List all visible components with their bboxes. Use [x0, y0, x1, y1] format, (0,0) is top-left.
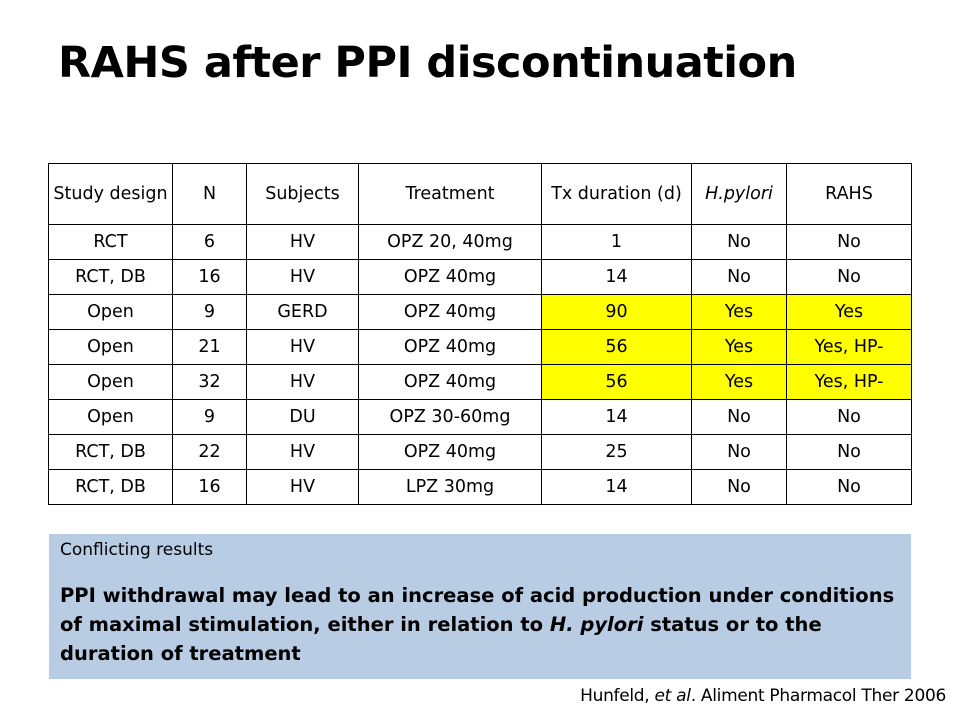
cell-h-pylori: No: [691, 224, 787, 260]
cell-h-pylori-highlighted: Yes: [691, 364, 787, 400]
cell-h-pylori-highlighted: Yes: [691, 294, 787, 330]
cell-h-pylori: No: [691, 434, 787, 470]
cell-treatment: OPZ 40mg: [358, 259, 542, 295]
citation-etal: et al: [654, 686, 691, 706]
cell-rahs-highlighted: Yes, HP-: [786, 329, 912, 365]
cell-tx-duration: 14: [541, 259, 692, 295]
cell-study-design: RCT, DB: [48, 469, 173, 505]
header-h-pylori: H.pylori: [691, 163, 787, 225]
cell-subjects: GERD: [246, 294, 359, 330]
conclusion-box: Conflicting results PPI withdrawal may l…: [49, 534, 911, 679]
cell-n: 16: [172, 259, 247, 295]
cell-h-pylori: No: [691, 469, 787, 505]
cell-subjects: DU: [246, 399, 359, 435]
cell-rahs-highlighted: Yes, HP-: [786, 364, 912, 400]
cell-h-pylori: No: [691, 399, 787, 435]
slide-title: RAHS after PPI discontinuation: [58, 38, 797, 88]
cell-treatment: OPZ 40mg: [358, 364, 542, 400]
table-row: Open 9 GERD OPZ 40mg 90 Yes Yes: [48, 294, 912, 330]
citation-author: Hunfeld,: [580, 686, 655, 706]
cell-subjects: HV: [246, 224, 359, 260]
citation: Hunfeld, et al. Aliment Pharmacol Ther 2…: [580, 686, 946, 706]
conclusion-text-italic: H. pylori: [549, 613, 644, 636]
cell-study-design: RCT, DB: [48, 259, 173, 295]
cell-tx-duration-highlighted: 90: [541, 294, 692, 330]
cell-tx-duration: 14: [541, 469, 692, 505]
cell-h-pylori: No: [691, 259, 787, 295]
cell-subjects: HV: [246, 364, 359, 400]
header-tx-duration: Tx duration (d): [541, 163, 692, 225]
cell-study-design: Open: [48, 364, 173, 400]
cell-n: 16: [172, 469, 247, 505]
cell-n: 32: [172, 364, 247, 400]
cell-treatment: OPZ 30-60mg: [358, 399, 542, 435]
conclusion-subtitle: Conflicting results: [60, 540, 214, 560]
cell-treatment: OPZ 40mg: [358, 329, 542, 365]
cell-rahs: No: [786, 434, 912, 470]
table-row: Open 32 HV OPZ 40mg 56 Yes Yes, HP-: [48, 364, 912, 400]
cell-treatment: OPZ 40mg: [358, 434, 542, 470]
cell-rahs: No: [786, 469, 912, 505]
cell-subjects: HV: [246, 434, 359, 470]
conclusion-text-part2: status or to the duration of treatment: [60, 613, 822, 665]
cell-h-pylori-highlighted: Yes: [691, 329, 787, 365]
header-subjects: Subjects: [246, 163, 359, 225]
study-table: Study design N Subjects Treatment Tx dur…: [48, 163, 912, 505]
cell-tx-duration: 25: [541, 434, 692, 470]
table-header-row: Study design N Subjects Treatment Tx dur…: [48, 163, 912, 225]
cell-rahs: No: [786, 224, 912, 260]
cell-rahs-highlighted: Yes: [786, 294, 912, 330]
cell-tx-duration-highlighted: 56: [541, 329, 692, 365]
cell-subjects: HV: [246, 329, 359, 365]
table-row: RCT, DB 16 HV LPZ 30mg 14 No No: [48, 469, 912, 505]
cell-rahs: No: [786, 399, 912, 435]
cell-subjects: HV: [246, 469, 359, 505]
cell-n: 9: [172, 399, 247, 435]
table-row: RCT, DB 22 HV OPZ 40mg 25 No No: [48, 434, 912, 470]
conclusion-text: PPI withdrawal may lead to an increase o…: [60, 581, 900, 668]
cell-study-design: RCT: [48, 224, 173, 260]
table-row: Open 21 HV OPZ 40mg 56 Yes Yes, HP-: [48, 329, 912, 365]
cell-n: 9: [172, 294, 247, 330]
table-row: RCT 6 HV OPZ 20, 40mg 1 No No: [48, 224, 912, 260]
citation-rest: . Aliment Pharmacol Ther 2006: [690, 686, 947, 706]
cell-treatment: OPZ 20, 40mg: [358, 224, 542, 260]
cell-tx-duration: 14: [541, 399, 692, 435]
table-row: RCT, DB 16 HV OPZ 40mg 14 No No: [48, 259, 912, 295]
cell-tx-duration: 1: [541, 224, 692, 260]
cell-treatment: OPZ 40mg: [358, 294, 542, 330]
cell-rahs: No: [786, 259, 912, 295]
cell-n: 22: [172, 434, 247, 470]
header-treatment: Treatment: [358, 163, 542, 225]
cell-study-design: Open: [48, 399, 173, 435]
cell-study-design: RCT, DB: [48, 434, 173, 470]
conclusion-text-part1: PPI withdrawal may lead to an increase o…: [60, 584, 895, 636]
table-row: Open 9 DU OPZ 30-60mg 14 No No: [48, 399, 912, 435]
header-n: N: [172, 163, 247, 225]
header-rahs: RAHS: [786, 163, 912, 225]
cell-tx-duration-highlighted: 56: [541, 364, 692, 400]
cell-n: 21: [172, 329, 247, 365]
cell-study-design: Open: [48, 294, 173, 330]
cell-study-design: Open: [48, 329, 173, 365]
cell-n: 6: [172, 224, 247, 260]
header-study-design: Study design: [48, 163, 173, 225]
cell-subjects: HV: [246, 259, 359, 295]
cell-treatment: LPZ 30mg: [358, 469, 542, 505]
